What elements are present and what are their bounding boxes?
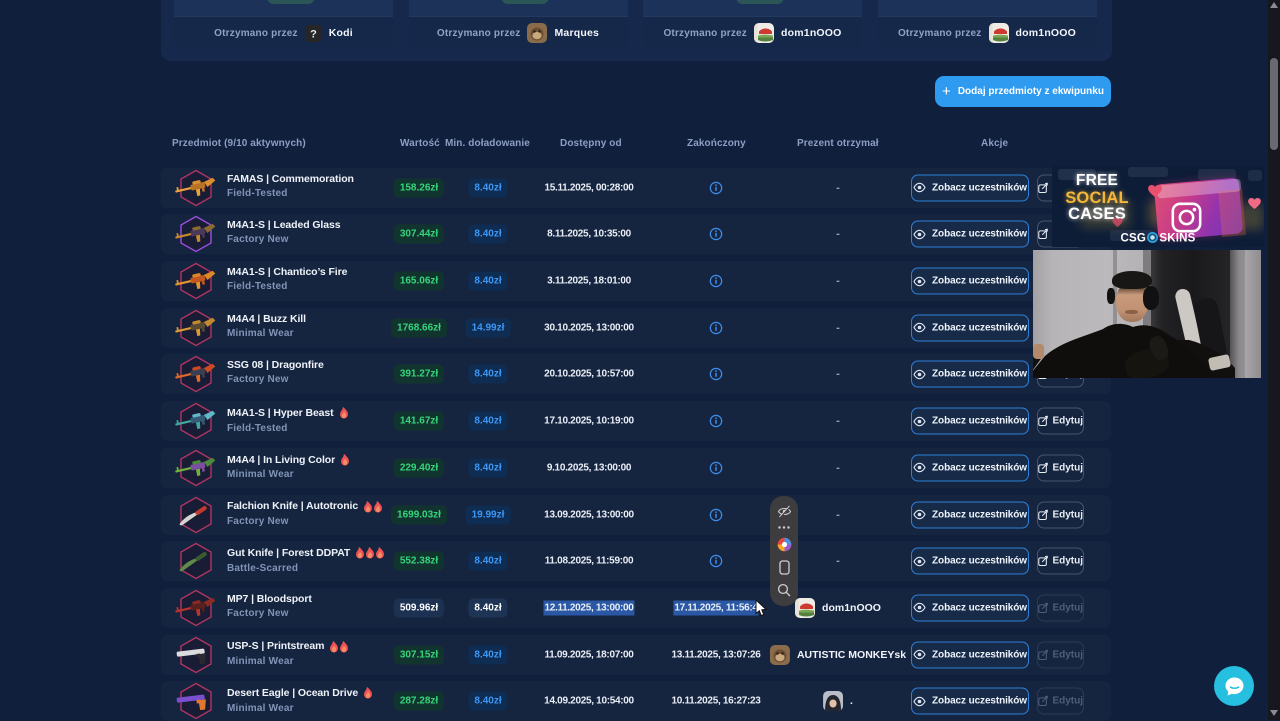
svg-text:?: ?: [310, 28, 317, 40]
